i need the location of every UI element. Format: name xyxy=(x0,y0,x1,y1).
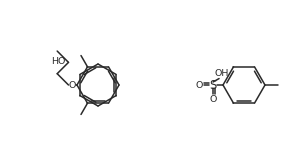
Text: O: O xyxy=(195,80,203,90)
Text: HO: HO xyxy=(51,57,66,66)
Text: O: O xyxy=(209,95,217,103)
Text: S: S xyxy=(209,78,217,91)
Text: OH: OH xyxy=(215,69,229,78)
Text: O: O xyxy=(68,80,76,90)
